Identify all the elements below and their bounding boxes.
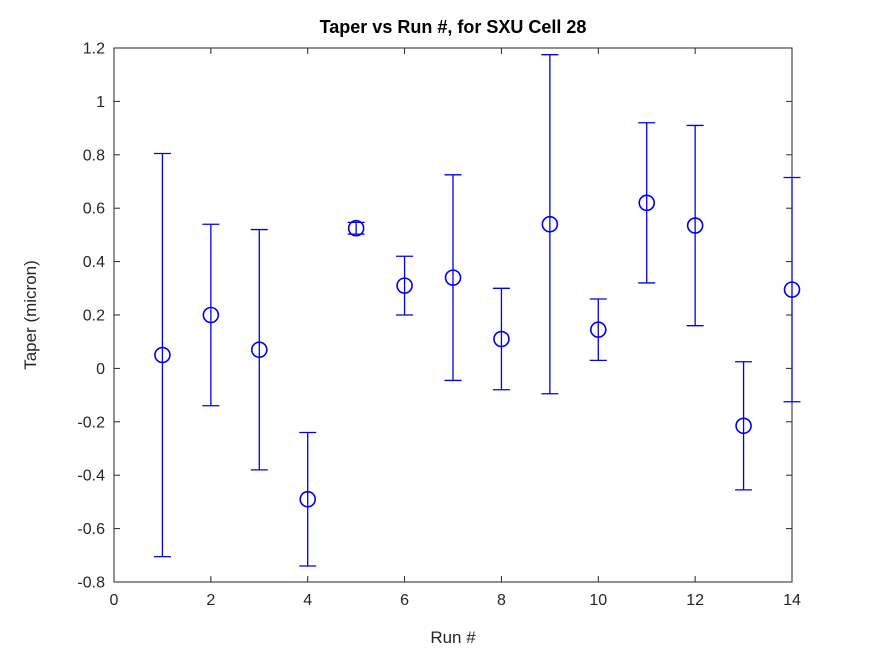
y-tick-label: 0.4 [83,254,105,271]
x-tick-label: 2 [206,592,215,609]
y-tick-label: 0.2 [83,308,105,325]
y-tick-label: 1.2 [83,41,105,58]
y-tick-label: -0.4 [77,468,105,485]
data-point-marker [444,269,462,286]
x-tick-label: 8 [497,592,506,609]
data-point-marker [396,277,413,294]
data-point-marker [299,490,317,508]
y-tick-label: 0.6 [83,201,105,218]
chart-title: Taper vs Run #, for SXU Cell 28 [319,17,587,37]
data-point-marker [347,219,365,237]
y-axis-label: Taper (micron) [21,260,40,370]
data-point-marker [493,330,510,348]
data-point-marker [735,417,752,435]
x-tick-label: 0 [110,592,119,609]
x-tick-label: 10 [589,592,607,609]
x-tick-label: 4 [303,592,312,609]
data-point-marker [154,346,171,364]
y-tick-label: 0.8 [83,147,105,164]
y-tick-label: -0.6 [77,521,105,538]
data-point-marker [589,321,607,338]
y-tick-label: 0 [96,361,105,378]
y-tick-label: 1 [96,94,105,111]
data-point-marker [202,306,220,324]
x-tick-label: 6 [400,592,409,609]
data-point-marker [686,217,704,234]
data-point-marker [638,194,656,212]
data-point-marker [541,215,559,233]
y-tick-label: -0.8 [77,575,105,592]
x-axis-label: Run # [430,628,476,647]
data-point-marker [783,281,801,298]
x-tick-label: 12 [686,592,704,609]
x-tick-label: 14 [783,592,801,609]
y-tick-label: -0.2 [77,414,105,431]
data-point-marker [250,341,268,359]
